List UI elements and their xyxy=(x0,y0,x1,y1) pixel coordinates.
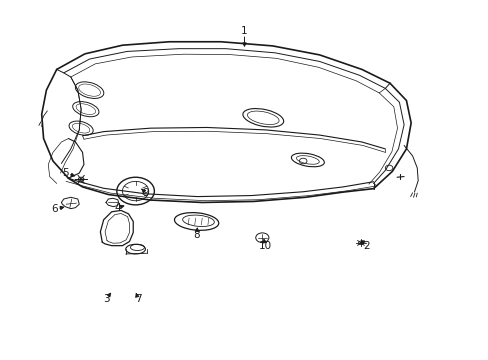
Text: 10: 10 xyxy=(259,241,272,251)
Text: 9: 9 xyxy=(142,188,149,198)
Text: 6: 6 xyxy=(51,204,58,214)
Circle shape xyxy=(358,241,363,245)
Text: 1: 1 xyxy=(241,26,247,36)
Circle shape xyxy=(78,177,84,181)
Text: 5: 5 xyxy=(62,168,68,178)
Text: 4: 4 xyxy=(114,203,121,213)
Text: 7: 7 xyxy=(134,294,141,304)
Text: 2: 2 xyxy=(363,241,369,251)
Text: 8: 8 xyxy=(193,230,200,240)
Text: 3: 3 xyxy=(102,294,109,304)
